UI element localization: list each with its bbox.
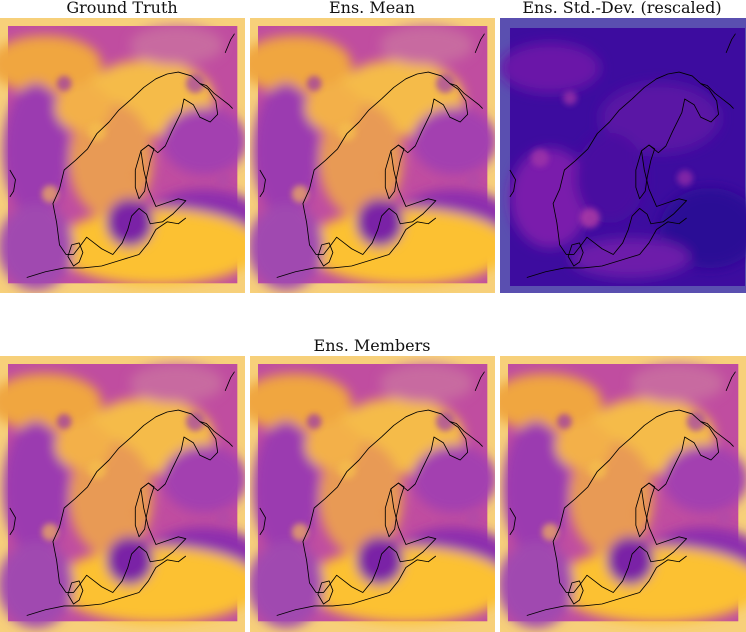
title-ens-std: Ens. Std.-Dev. (rescaled) — [522, 0, 722, 17]
title-ens-mean: Ens. Mean — [328, 0, 416, 17]
title-ground-truth: Ground Truth — [66, 0, 178, 17]
title-ens-members: Ens. Members — [313, 336, 431, 355]
panel-ens-member-1 — [0, 356, 245, 632]
panel-ens-member-2 — [250, 356, 495, 632]
panel-ens-member-3 — [500, 356, 746, 632]
panel-ens-std — [500, 18, 746, 293]
panel-ground-truth — [0, 18, 245, 293]
panel-ens-mean — [250, 18, 495, 293]
